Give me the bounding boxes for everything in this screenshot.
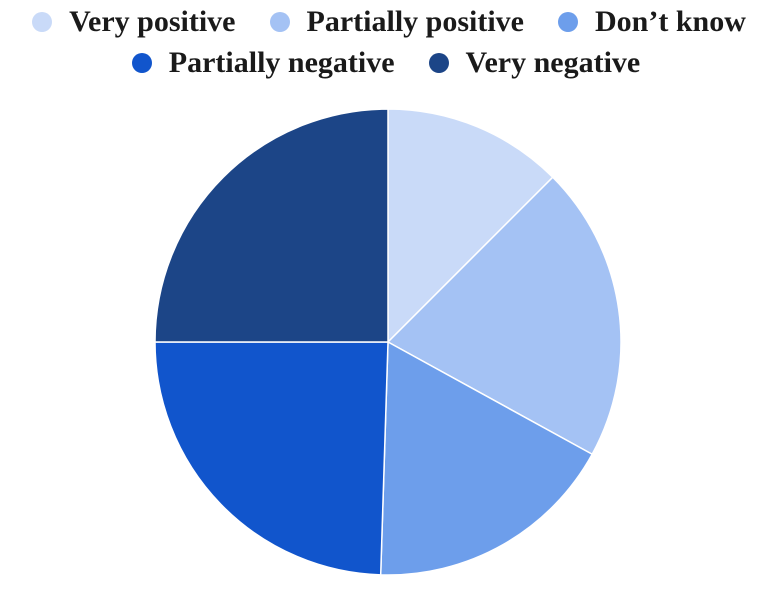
legend: Very positive Partially positive Don’t k… bbox=[0, 0, 772, 90]
legend-item-partially-negative[interactable]: Partially negative bbox=[131, 45, 395, 81]
legend-marker bbox=[428, 53, 449, 73]
pie-slice-very-negative[interactable] bbox=[154, 108, 389, 343]
pie-slice-dont-know[interactable] bbox=[379, 341, 593, 576]
legend-row: Partially negative Very negative bbox=[0, 45, 772, 81]
legend-item-dont-know[interactable]: Don’t know bbox=[558, 4, 746, 40]
legend-item-very-positive[interactable]: Very positive bbox=[32, 4, 236, 40]
pie-slice-partially-positive[interactable] bbox=[387, 176, 622, 455]
pie-slice-partially-negative[interactable] bbox=[154, 341, 389, 576]
pie-slice-very-positive[interactable] bbox=[387, 108, 554, 343]
legend-marker bbox=[558, 12, 578, 32]
legend-label: Partially negative bbox=[168, 46, 395, 79]
legend-marker bbox=[269, 12, 290, 32]
legend-label: Don’t know bbox=[595, 5, 746, 38]
legend-row: Very positive Partially positive Don’t k… bbox=[0, 4, 772, 40]
legend-item-very-negative[interactable]: Very negative bbox=[428, 45, 641, 81]
legend-label: Very negative bbox=[465, 46, 641, 79]
legend-label: Partially positive bbox=[306, 5, 524, 38]
legend-marker bbox=[131, 53, 152, 73]
legend-marker bbox=[32, 12, 53, 32]
legend-item-partially-positive[interactable]: Partially positive bbox=[269, 4, 524, 40]
legend-label: Very positive bbox=[69, 5, 236, 38]
